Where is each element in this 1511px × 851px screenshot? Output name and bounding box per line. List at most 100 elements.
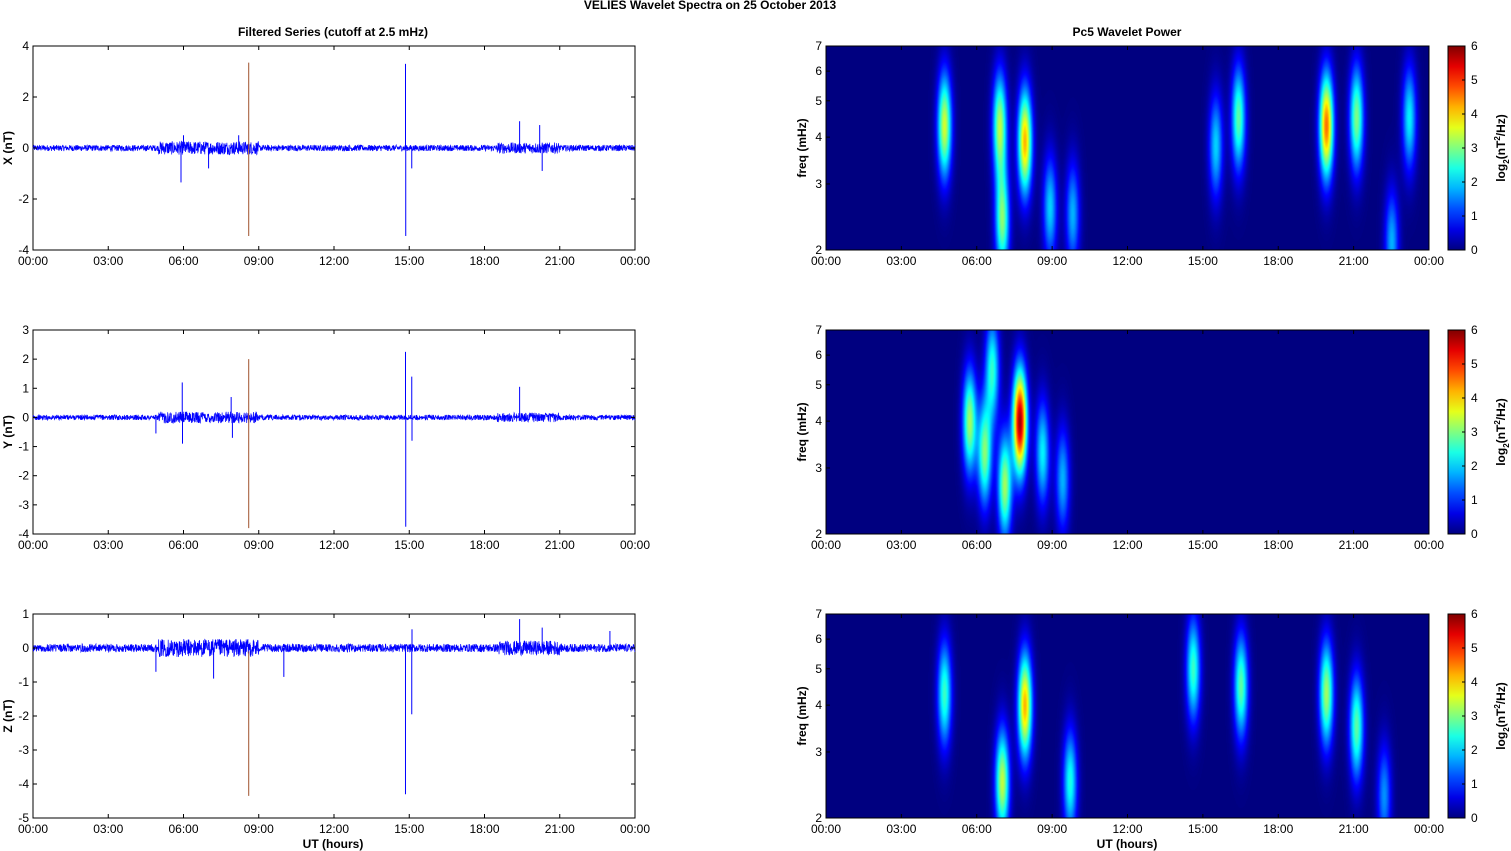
hm-xtick-label: 15:00 <box>1188 538 1218 552</box>
wavelet-x-panel: 2 3 4 5 6 7 00:00 03:00 06:00 09:00 12:00 15:00 18:0… <box>795 39 1511 268</box>
hm-xtick-label: 18:00 <box>1263 822 1293 836</box>
colorbar-tick-label: 4 <box>1471 675 1478 689</box>
ts-ytick-label: 3 <box>22 323 29 337</box>
ts-xtick-label: 21:00 <box>545 254 575 268</box>
ts-ytick-label: -4 <box>18 777 29 791</box>
ts-xtick-label: 09:00 <box>244 822 274 836</box>
ts-ytick-label: -4 <box>18 527 29 541</box>
hm-ytick-label: 4 <box>815 698 822 712</box>
colorbar-tick-label: 4 <box>1471 391 1478 405</box>
hm-ytick-label: 5 <box>815 378 822 392</box>
ts-ytick-label: 0 <box>22 641 29 655</box>
ts-ytick-label: -3 <box>18 743 29 757</box>
hm-ytick-label: 7 <box>815 607 822 621</box>
hm-ylabel: freq (mHz) <box>795 402 809 461</box>
ts-xtick-label: 03:00 <box>93 822 123 836</box>
hm-ytick-label: 6 <box>815 64 822 78</box>
ts-xtick-label: 09:00 <box>244 538 274 552</box>
colorbar-tick-label: 6 <box>1471 607 1478 621</box>
hm-ytick-label: 5 <box>815 662 822 676</box>
ts-plot-area <box>32 613 636 819</box>
ts-xtick-label: 09:00 <box>244 254 274 268</box>
hm-xtick-label: 21:00 <box>1339 254 1369 268</box>
timeseries-x-panel: -4 -2 0 2 4 00:00 03:00 06:00 09:00 12:00 15:00 18:… <box>1 39 650 268</box>
hm-xtick-label: 12:00 <box>1112 254 1142 268</box>
ts-ytick-label: -4 <box>18 243 29 257</box>
hm-xtick-label: 09:00 <box>1037 538 1067 552</box>
hm-ytick-label: 4 <box>815 130 822 144</box>
ts-ytick-label: 4 <box>22 39 29 53</box>
hm-ytick-label: 2 <box>815 243 822 257</box>
ts-xtick-label: 12:00 <box>319 254 349 268</box>
hm-ytick-label: 7 <box>815 39 822 53</box>
colorbar-tick-label: 1 <box>1471 777 1478 791</box>
hm-xtick-label: 00:00 <box>811 254 841 268</box>
colorbar-tick-label: 4 <box>1471 107 1478 121</box>
ts-xtick-label: 15:00 <box>394 254 424 268</box>
ts-ytick-label: 1 <box>22 607 29 621</box>
colorbar-tick-label: 3 <box>1471 141 1478 155</box>
hm-ytick-label: 4 <box>815 414 822 428</box>
ts-ytick-label: -3 <box>18 498 29 512</box>
hm-xtick-label: 06:00 <box>962 254 992 268</box>
hm-xtick-label: 18:00 <box>1263 254 1293 268</box>
ts-plot-area <box>32 329 636 535</box>
hm-xtick-label: 00:00 <box>1414 538 1444 552</box>
wavelet-power-image <box>826 614 1429 818</box>
hm-xtick-label: 06:00 <box>962 538 992 552</box>
ts-xtick-label: 00:00 <box>18 822 48 836</box>
ts-xtick-label: 18:00 <box>469 254 499 268</box>
ts-xtick-label: 03:00 <box>93 254 123 268</box>
ts-ytick-label: -2 <box>18 192 29 206</box>
colorbar-tick-label: 6 <box>1471 323 1478 337</box>
colorbar-label: log2(nT2/Hz) <box>1493 114 1511 182</box>
ts-ytick-label: 0 <box>22 141 29 155</box>
hm-ytick-label: 2 <box>815 811 822 825</box>
colorbar-tick-label: 1 <box>1471 209 1478 223</box>
ts-series-line <box>32 411 636 424</box>
hm-xlabel: UT (hours) <box>1097 837 1158 851</box>
colorbar-tick-label: 2 <box>1471 175 1478 189</box>
hm-xtick-label: 12:00 <box>1112 538 1142 552</box>
hm-ytick-label: 3 <box>815 177 822 191</box>
ts-xtick-label: 21:00 <box>545 822 575 836</box>
ts-series-line <box>32 638 636 657</box>
hm-xtick-label: 15:00 <box>1188 822 1218 836</box>
ts-ylabel: Y (nT) <box>1 415 15 449</box>
hm-xtick-label: 18:00 <box>1263 538 1293 552</box>
ts-xtick-label: 00:00 <box>18 254 48 268</box>
colorbar-label: log2(nT2/Hz) <box>1493 398 1511 466</box>
colorbar-tick-label: 2 <box>1471 743 1478 757</box>
ts-xtick-label: 00:00 <box>620 538 650 552</box>
ts-xtick-label: 12:00 <box>319 538 349 552</box>
ts-ytick-label: -1 <box>18 675 29 689</box>
hm-xtick-label: 00:00 <box>811 538 841 552</box>
colorbar-label: log2(nT2/Hz) <box>1493 682 1511 750</box>
colorbar-tick-label: 6 <box>1471 39 1478 53</box>
colorbar-tick-label: 5 <box>1471 73 1478 87</box>
hm-ytick-label: 6 <box>815 632 822 646</box>
colorbar-tick-label: 0 <box>1471 811 1478 825</box>
hm-xtick-label: 09:00 <box>1037 822 1067 836</box>
wavelet-y-panel: 2 3 4 5 6 7 00:00 03:00 06:00 09:00 12:00 15:00 18:0… <box>795 323 1511 552</box>
ts-ylabel: X (nT) <box>1 131 15 165</box>
ts-xtick-label: 18:00 <box>469 538 499 552</box>
ts-xtick-label: 03:00 <box>93 538 123 552</box>
colorbar-tick-label: 2 <box>1471 459 1478 473</box>
hm-xtick-label: 21:00 <box>1339 538 1369 552</box>
hm-xtick-label: 00:00 <box>811 822 841 836</box>
hm-xtick-label: 00:00 <box>1414 822 1444 836</box>
ts-ytick-label: -5 <box>18 811 29 825</box>
hm-xtick-label: 06:00 <box>962 822 992 836</box>
hm-ytick-label: 6 <box>815 348 822 362</box>
ts-xtick-label: 15:00 <box>394 538 424 552</box>
hm-ytick-label: 3 <box>815 745 822 759</box>
ts-ytick-label: 2 <box>22 90 29 104</box>
colorbar-tick-label: 0 <box>1471 527 1478 541</box>
ts-series-line <box>32 140 636 156</box>
hm-ytick-label: 5 <box>815 94 822 108</box>
wavelet-power-image <box>826 330 1429 534</box>
figure-suptitle: VELIES Wavelet Spectra on 25 October 201… <box>584 0 837 12</box>
ts-ytick-label: -1 <box>18 440 29 454</box>
